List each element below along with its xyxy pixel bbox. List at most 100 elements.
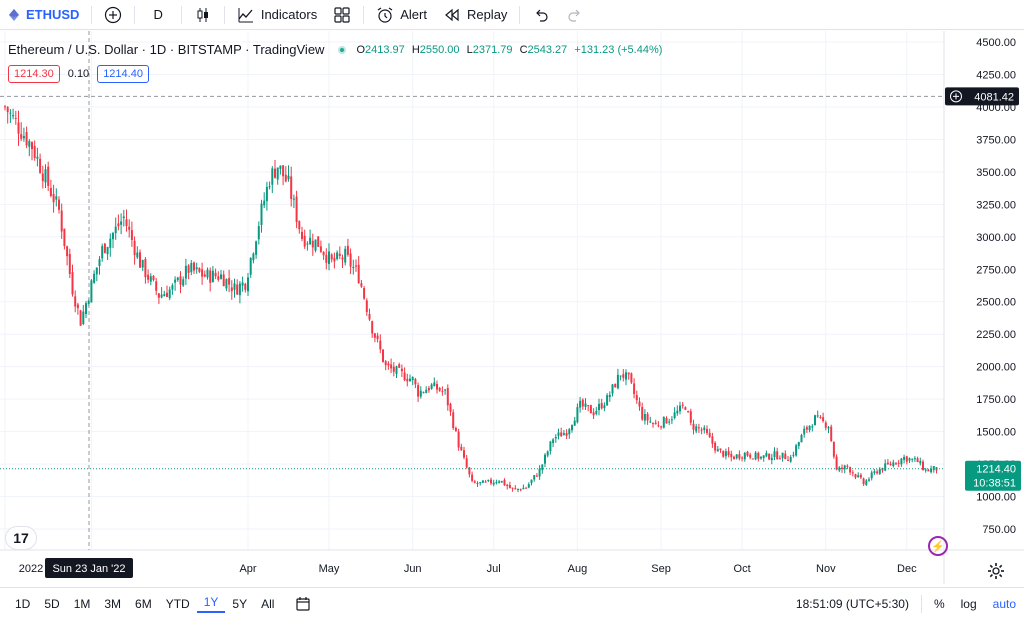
candle-body xyxy=(438,387,441,391)
candle-body xyxy=(195,267,198,270)
candle-body xyxy=(365,300,368,312)
candle-body xyxy=(843,465,846,470)
chart-pane[interactable]: 4500.00 4250.00 4000.00 3750.00 3500.00 3250.… xyxy=(0,31,1024,584)
candle-body xyxy=(498,481,501,483)
candle-body xyxy=(14,117,17,119)
range-button-5d[interactable]: 5D xyxy=(44,596,60,611)
candle-body xyxy=(446,387,449,406)
market-status-dot[interactable] xyxy=(338,45,347,54)
sell-price-button[interactable]: 1214.30 xyxy=(8,65,60,83)
range-button-1y[interactable]: 1Y xyxy=(196,595,226,613)
candle-body xyxy=(641,406,644,420)
candle-body xyxy=(355,265,357,267)
candle-body xyxy=(60,210,63,232)
divider xyxy=(180,5,182,24)
tradingview-logo[interactable]: 17 xyxy=(6,527,36,549)
undo-button[interactable] xyxy=(524,0,558,30)
y-tick-label: 4250.00 xyxy=(976,69,1016,81)
candle-body xyxy=(784,453,787,460)
candle-body xyxy=(287,175,290,180)
candle-body xyxy=(136,252,139,258)
candle-body xyxy=(398,364,401,368)
candle-body xyxy=(765,452,768,457)
candle-body xyxy=(522,487,525,490)
auto-scale-toggle[interactable]: auto xyxy=(992,596,1016,611)
chart-legend: Ethereum / U.S. Dollar · 1D · BITSTAMP ·… xyxy=(8,42,662,57)
percent-toggle[interactable]: % xyxy=(933,596,945,611)
candle-body xyxy=(295,196,298,223)
candle-body xyxy=(419,390,422,397)
alert-button[interactable]: Alert xyxy=(368,0,435,30)
candle-body xyxy=(611,384,614,394)
candle-body xyxy=(557,432,560,436)
candle-body xyxy=(306,243,309,245)
log-toggle[interactable]: log xyxy=(960,596,977,611)
candle-body xyxy=(508,484,511,489)
add-alert-icon[interactable] xyxy=(950,90,962,103)
candle-body xyxy=(160,294,163,298)
range-button-ytd[interactable]: YTD xyxy=(165,596,190,611)
replay-button[interactable]: Replay xyxy=(435,0,515,30)
candle-body xyxy=(271,168,274,185)
gear-icon[interactable] xyxy=(987,562,1005,580)
candle-body xyxy=(727,451,730,456)
candle-body xyxy=(746,451,749,456)
redo-button[interactable] xyxy=(558,0,592,30)
calendar-range-icon[interactable] xyxy=(295,596,311,612)
candle-body xyxy=(657,425,660,427)
candle-body xyxy=(870,472,873,479)
range-button-6m[interactable]: 6M xyxy=(135,596,152,611)
candle-body xyxy=(592,412,595,416)
candle-body xyxy=(465,458,468,468)
crosshair-price-box[interactable] xyxy=(945,87,1019,106)
chart-type-button[interactable] xyxy=(186,0,220,30)
range-button-5y[interactable]: 5Y xyxy=(232,596,248,611)
candle-body xyxy=(562,433,565,436)
candle-body xyxy=(687,411,690,413)
indicators-button[interactable]: Indicators xyxy=(229,0,325,30)
candle-body xyxy=(517,488,519,490)
price-chart[interactable]: 4500.004250.004000.003750.003500.003250.… xyxy=(0,31,1024,584)
range-button-1m[interactable]: 1M xyxy=(73,596,91,611)
layouts-button[interactable] xyxy=(325,0,359,30)
range-button-all[interactable]: All xyxy=(261,596,275,611)
candle-body xyxy=(322,251,325,256)
candle-body xyxy=(932,466,935,470)
candle-body xyxy=(422,392,425,394)
candle-body xyxy=(668,421,671,423)
candle-body xyxy=(309,237,312,245)
candle-body xyxy=(695,426,698,432)
candle-body xyxy=(12,115,15,117)
candle-body xyxy=(814,415,816,426)
range-button-1d[interactable]: 1D xyxy=(15,596,31,611)
candle-body xyxy=(103,243,106,253)
open-label: O xyxy=(356,43,365,56)
range-button-3m[interactable]: 3M xyxy=(104,596,122,611)
symbol-search-button[interactable]: ETHUSD xyxy=(0,0,87,30)
compare-add-button[interactable] xyxy=(96,0,130,30)
candle-body xyxy=(911,458,914,460)
candle-body xyxy=(903,456,906,460)
x-tick-label: Jul xyxy=(487,563,501,575)
divider xyxy=(920,594,922,613)
candle-body xyxy=(824,422,827,428)
candle-body xyxy=(193,262,195,271)
candle-body xyxy=(6,107,9,113)
candle-body xyxy=(349,253,352,267)
candle-body xyxy=(514,488,517,490)
ethereum-icon xyxy=(9,8,19,21)
candle-body xyxy=(168,289,171,299)
candle-body xyxy=(58,199,60,210)
candle-body xyxy=(697,427,700,429)
buy-price-button[interactable]: 1214.40 xyxy=(97,65,149,83)
last-price-box[interactable] xyxy=(965,460,1021,491)
candle-body xyxy=(797,442,800,446)
lightning-icon[interactable]: ⚡ xyxy=(928,536,948,556)
candle-body xyxy=(122,216,125,219)
candle-body xyxy=(433,382,436,387)
candle-body xyxy=(333,257,336,262)
interval-button[interactable]: D xyxy=(139,0,176,30)
clock-timezone[interactable]: 18:51:09 (UTC+5:30) xyxy=(795,596,909,611)
candle-body xyxy=(589,405,592,414)
symbol-title[interactable]: Ethereum / U.S. Dollar · 1D · BITSTAMP ·… xyxy=(8,42,325,57)
